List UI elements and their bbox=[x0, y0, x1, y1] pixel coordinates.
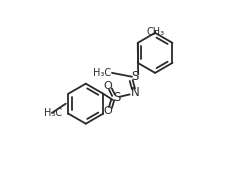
Text: S: S bbox=[113, 91, 120, 104]
Text: CH₃: CH₃ bbox=[146, 27, 164, 37]
Text: S: S bbox=[131, 70, 139, 83]
Text: H₃C: H₃C bbox=[93, 68, 111, 78]
Text: N: N bbox=[130, 86, 139, 99]
Text: O: O bbox=[103, 106, 112, 116]
Text: O: O bbox=[103, 81, 112, 91]
Text: H₃C: H₃C bbox=[44, 108, 62, 118]
